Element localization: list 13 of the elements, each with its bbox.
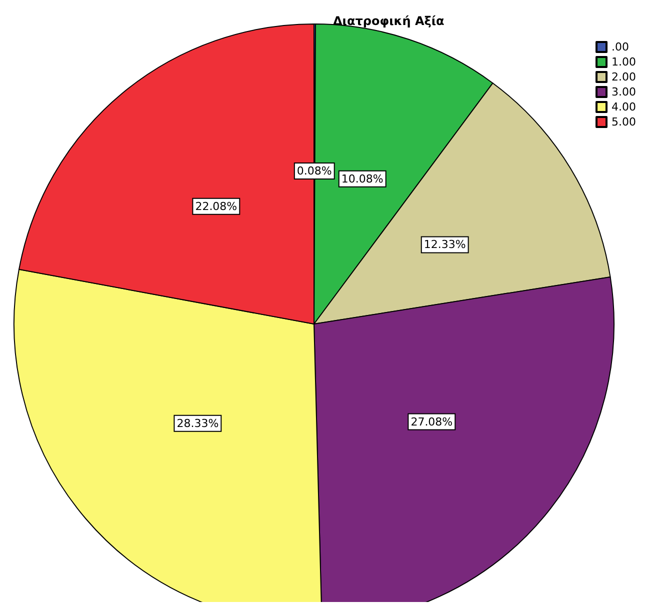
data-label: 28.33% (176, 416, 219, 430)
legend-label: 4.00 (612, 100, 636, 114)
data-label: 12.33% (424, 238, 466, 252)
legend-label: 2.00 (612, 70, 636, 84)
data-label: 0.08% (296, 164, 332, 178)
legend-label: 5.00 (612, 116, 636, 128)
chart-title: Διατροφική Αξία (333, 14, 444, 28)
legend-label: 1.00 (612, 56, 636, 68)
legend-label: .00 (612, 40, 630, 54)
data-label: 22.08% (195, 200, 238, 213)
data-label: 27.08% (410, 415, 453, 428)
data-label: 10.08% (341, 172, 384, 186)
legend-label: 3.00 (612, 86, 636, 98)
